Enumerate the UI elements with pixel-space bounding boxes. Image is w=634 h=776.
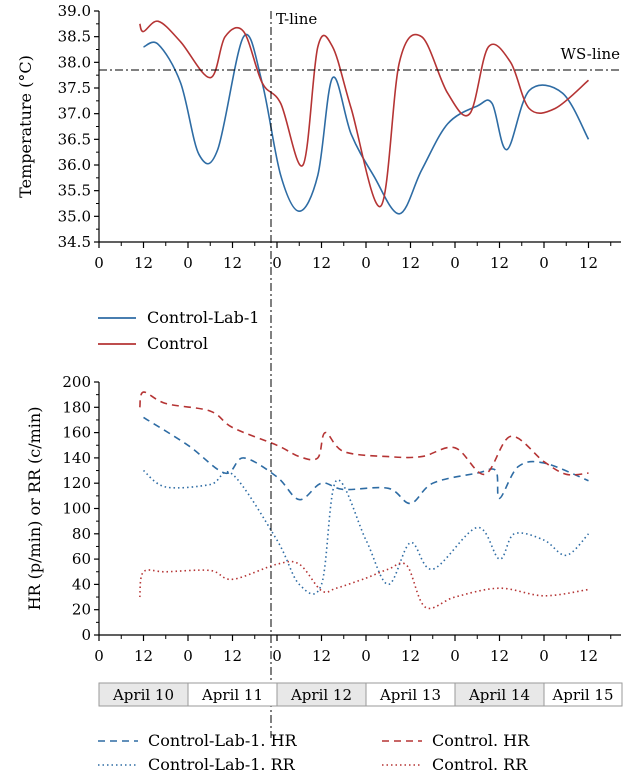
y-tick-label: 35.5 bbox=[58, 182, 91, 200]
y-tick-label: 39.0 bbox=[58, 2, 91, 20]
x-tick-label: 0 bbox=[450, 647, 460, 665]
y-tick-label: 60 bbox=[72, 550, 91, 568]
x-tick-label: 12 bbox=[579, 647, 598, 665]
x-tick-label: 0 bbox=[539, 254, 549, 272]
date-label: April 14 bbox=[468, 686, 530, 704]
x-tick-label: 0 bbox=[183, 254, 193, 272]
y-tick-label: 160 bbox=[62, 424, 91, 442]
y-tick-label: 34.5 bbox=[58, 233, 91, 251]
y-tick-label: 40 bbox=[72, 575, 91, 593]
y-tick-label: 37.5 bbox=[58, 79, 91, 97]
series-line-control-lab-1-rr bbox=[142, 469, 590, 595]
x-tick-label: 12 bbox=[312, 647, 331, 665]
date-label: April 11 bbox=[201, 686, 263, 704]
y-tick-label: 37.0 bbox=[58, 105, 91, 123]
y-tick-label: 38.0 bbox=[58, 53, 91, 71]
x-tick-label: 0 bbox=[272, 647, 282, 665]
y-tick-label: 38.5 bbox=[58, 28, 91, 46]
x-tick-label: 12 bbox=[490, 647, 509, 665]
date-strip: April 10 April 11 April 12 April 13 April 14… bbox=[98, 682, 623, 707]
series-line-control-hr bbox=[139, 391, 589, 476]
legend-label: Control bbox=[147, 334, 208, 353]
t-line-label: T-line bbox=[276, 10, 317, 28]
x-tick-label: 12 bbox=[223, 254, 242, 272]
legend-label: Control-Lab-1. RR bbox=[148, 755, 296, 774]
y-tick-label: 120 bbox=[62, 474, 91, 492]
legend-label: Control-Lab-1 bbox=[147, 308, 259, 327]
x-tick-label: 12 bbox=[490, 254, 509, 272]
x-tick-label: 12 bbox=[401, 254, 420, 272]
y-tick-label: 20 bbox=[72, 601, 91, 619]
x-tick-label: 0 bbox=[361, 647, 371, 665]
x-tick-label: 0 bbox=[361, 254, 371, 272]
y-tick-label: 36.0 bbox=[58, 156, 91, 174]
y-tick-label: 0 bbox=[81, 626, 91, 644]
x-tick-label: 12 bbox=[134, 254, 153, 272]
hr-rr-legend: Control-Lab-1. HR Control. HR Control-Lab-… bbox=[98, 731, 530, 774]
series-line-control-lab-1-hr bbox=[143, 416, 589, 505]
x-tick-label: 12 bbox=[401, 647, 420, 665]
date-label: April 15 bbox=[551, 686, 613, 704]
x-tick-label: 12 bbox=[579, 254, 598, 272]
y-tick-label: 35.0 bbox=[58, 207, 91, 225]
date-label: April 12 bbox=[290, 686, 352, 704]
series-line-control-rr bbox=[139, 560, 589, 610]
series-line-control bbox=[139, 20, 590, 207]
y-tick-label: 140 bbox=[62, 449, 91, 467]
ws-line-label: WS-line bbox=[561, 45, 621, 63]
temperature-legend: Control-Lab-1 Control bbox=[98, 308, 259, 353]
x-tick-label: 12 bbox=[134, 647, 153, 665]
series-line-control-lab-1 bbox=[143, 33, 590, 215]
x-tick-label: 0 bbox=[539, 647, 549, 665]
y-tick-label: 100 bbox=[62, 500, 91, 518]
legend-label: Control. HR bbox=[432, 731, 530, 750]
x-tick-label: 0 bbox=[94, 647, 104, 665]
y-tick-label: 80 bbox=[72, 525, 91, 543]
date-label: April 10 bbox=[112, 686, 174, 704]
x-tick-label: 0 bbox=[272, 254, 282, 272]
legend-label: Control. RR bbox=[432, 755, 528, 774]
date-cell bbox=[543, 682, 623, 707]
x-tick-label: 0 bbox=[450, 254, 460, 272]
y-tick-label: 36.5 bbox=[58, 130, 91, 148]
y-axis-title: HR (p/min) or RR (c/min) bbox=[25, 407, 44, 611]
temperature-chart: 34.5 35.0 35.5 36.0 36.5 37.0 37.5 38.0 38.5 39.0… bbox=[16, 2, 621, 272]
legend-label: Control-Lab-1. HR bbox=[148, 731, 298, 750]
y-tick-label: 180 bbox=[62, 398, 91, 416]
x-tick-label: 0 bbox=[183, 647, 193, 665]
reference-lines: T-line WS-line bbox=[99, 10, 621, 738]
x-tick-label: 12 bbox=[223, 647, 242, 665]
date-label: April 13 bbox=[379, 686, 441, 704]
y-axis-title: Temperature (°C) bbox=[16, 55, 35, 198]
y-tick-label: 200 bbox=[62, 373, 91, 391]
x-tick-label: 0 bbox=[94, 254, 104, 272]
x-tick-label: 12 bbox=[312, 254, 331, 272]
